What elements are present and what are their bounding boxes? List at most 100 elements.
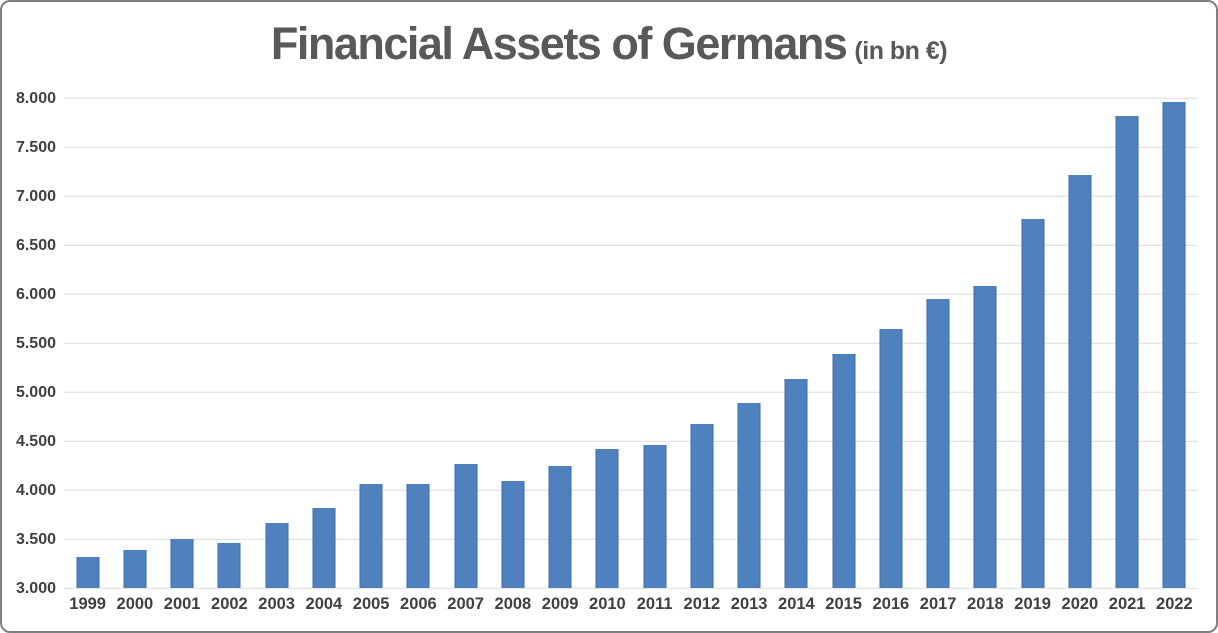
- gridline: [64, 489, 1198, 491]
- category-2006: 2006: [395, 98, 442, 613]
- bar-2010: [595, 448, 619, 588]
- bar-2008: [501, 481, 525, 588]
- gridline: [64, 97, 1198, 99]
- category-2002: 2002: [206, 98, 253, 613]
- gridline: [64, 146, 1198, 148]
- category-2011: 2011: [631, 98, 678, 613]
- x-tick-label: 2008: [494, 595, 532, 613]
- gridline: [64, 538, 1198, 540]
- category-2008: 2008: [489, 98, 536, 613]
- y-tick-label: 8.000: [15, 90, 56, 107]
- chart-title-unit: (in bn €): [854, 37, 948, 65]
- y-tick-label: 7.000: [15, 188, 56, 205]
- category-2013: 2013: [726, 98, 773, 613]
- x-tick-label: 2001: [163, 595, 201, 613]
- category-2010: 2010: [584, 98, 631, 613]
- category-2000: 2000: [111, 98, 158, 613]
- bar-2013: [737, 402, 761, 588]
- x-tick-label: 2000: [116, 595, 154, 613]
- y-tick-label: 4.000: [15, 482, 56, 499]
- x-tick-label: 1999: [69, 595, 106, 613]
- category-2020: 2020: [1056, 98, 1103, 613]
- bar-2020: [1068, 175, 1092, 588]
- bar-2016: [879, 329, 903, 588]
- x-axis-line: [64, 587, 1198, 589]
- bar-2015: [832, 353, 856, 588]
- bar-2022: [1162, 101, 1186, 588]
- x-tick-label: 2018: [967, 595, 1004, 613]
- category-2022: 2022: [1151, 98, 1198, 613]
- plot-area: 3.000 3.500 4.000 4.500 5.000 5.500 6.000 6.500…: [16, 91, 1198, 613]
- bar-2017: [926, 298, 950, 588]
- bar-2001: [170, 539, 194, 588]
- category-1999: 1999: [64, 98, 111, 613]
- category-2007: 2007: [442, 98, 489, 613]
- gridline: [64, 440, 1198, 442]
- gridline: [64, 244, 1198, 246]
- bar-2002: [217, 542, 241, 588]
- bar-2000: [123, 549, 147, 588]
- x-tick-label: 2015: [825, 595, 862, 613]
- bar-1999: [76, 556, 100, 588]
- category-2019: 2019: [1009, 98, 1056, 613]
- category-2004: 2004: [300, 98, 347, 613]
- x-tick-label: 2020: [1061, 595, 1099, 613]
- category-2009: 2009: [537, 98, 584, 613]
- chart-title: Financial Assets of Germans (in bn €): [2, 18, 1216, 70]
- category-2012: 2012: [678, 98, 725, 613]
- bar-2021: [1115, 115, 1139, 588]
- category-2014: 2014: [773, 98, 820, 613]
- y-tick-label: 3.500: [15, 531, 56, 548]
- x-tick-label: 2011: [636, 595, 673, 613]
- x-tick-label: 2007: [447, 595, 484, 613]
- bar-2011: [643, 444, 667, 588]
- x-tick-label: 2021: [1108, 595, 1146, 613]
- category-2015: 2015: [820, 98, 867, 613]
- bar-2019: [1021, 218, 1045, 588]
- x-tick-label: 2004: [305, 595, 343, 613]
- x-tick-label: 2013: [730, 595, 768, 613]
- gridline: [64, 342, 1198, 344]
- x-tick-label: 2019: [1014, 595, 1051, 613]
- bar-2007: [454, 463, 478, 588]
- y-tick-label: 7.500: [15, 139, 56, 156]
- y-tick-label: 6.500: [15, 237, 56, 254]
- x-tick-label: 2006: [400, 595, 437, 613]
- bar-2014: [784, 379, 808, 588]
- x-tick-label: 2014: [778, 595, 815, 613]
- x-tick-label: 2016: [872, 595, 910, 613]
- bar-2012: [690, 424, 714, 588]
- category-2017: 2017: [915, 98, 962, 613]
- x-tick-label: 2022: [1156, 595, 1193, 613]
- bar-2005: [359, 484, 383, 588]
- gridline: [64, 293, 1198, 295]
- bar-2009: [548, 465, 572, 588]
- y-tick-label: 3.000: [15, 580, 56, 597]
- category-2021: 2021: [1104, 98, 1151, 613]
- y-tick-label: 5.500: [15, 335, 56, 352]
- gridline: [64, 195, 1198, 197]
- y-tick-label: 5.000: [15, 384, 56, 401]
- x-tick-label: 2003: [258, 595, 295, 613]
- category-2005: 2005: [348, 98, 395, 613]
- bar-2018: [973, 286, 997, 588]
- x-tick-label: 2009: [541, 595, 579, 613]
- x-tick-label: 2017: [919, 595, 957, 613]
- y-tick-label: 4.500: [15, 433, 56, 450]
- category-2018: 2018: [962, 98, 1009, 613]
- category-2001: 2001: [159, 98, 206, 613]
- x-tick-label: 2005: [352, 595, 390, 613]
- bar-2003: [265, 523, 289, 588]
- gridline: [64, 391, 1198, 393]
- bar-2004: [312, 507, 336, 588]
- category-2016: 2016: [867, 98, 914, 613]
- chart-title-main: Financial Assets of Germans: [270, 18, 848, 69]
- x-tick-label: 2012: [683, 595, 721, 613]
- y-tick-label: 6.000: [15, 286, 56, 303]
- x-tick-label: 2002: [211, 595, 248, 613]
- bars-row: 1999 2000 2001 2002 2003 2004 2005 2006 2007 2008…: [64, 98, 1198, 613]
- category-2003: 2003: [253, 98, 300, 613]
- bar-2006: [406, 484, 430, 588]
- x-tick-label: 2010: [589, 595, 626, 613]
